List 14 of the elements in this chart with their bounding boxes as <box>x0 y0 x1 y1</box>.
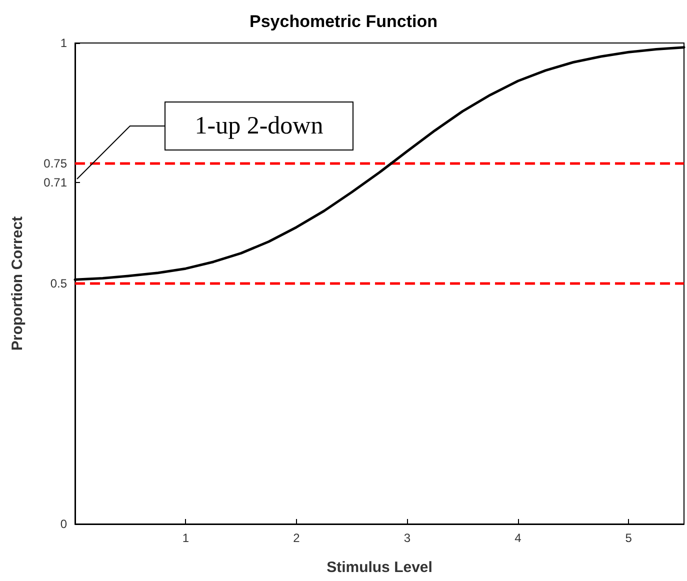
x-tick-label: 4 <box>514 531 522 545</box>
chart-title: Psychometric Function <box>250 12 438 31</box>
x-tick-label: 1 <box>182 531 190 545</box>
y-tick-label: 0.71 <box>44 175 68 190</box>
y-tick-label: 0 <box>60 517 68 531</box>
annotation: 1-up 2-down <box>194 112 324 140</box>
x-tick-label: 2 <box>293 531 300 545</box>
y-tick-label: 1 <box>60 36 68 50</box>
y-tick-label: 0.5 <box>50 276 68 290</box>
x-axis-title: Stimulus Level <box>326 559 432 576</box>
x-tick-label: 5 <box>625 531 632 545</box>
x-tick-label: 3 <box>404 531 411 545</box>
y-tick-label: 0.75 <box>44 156 68 170</box>
y-axis-title: Proportion Correct <box>9 216 26 351</box>
